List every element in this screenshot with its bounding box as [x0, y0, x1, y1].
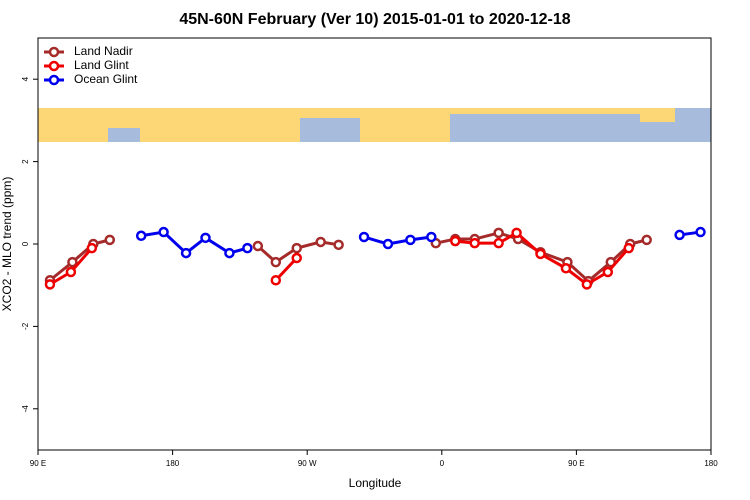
data-point: [602, 266, 614, 278]
data-point: [315, 236, 326, 248]
legend-label: Ocean Glint: [74, 72, 138, 86]
y-tick-label: 2: [21, 159, 30, 164]
map-strip: [38, 108, 711, 142]
x-axis-label: Longitude: [349, 476, 402, 490]
y-tick-label: -2: [21, 322, 30, 330]
data-point: [65, 266, 77, 278]
data-point: [405, 234, 416, 246]
y-axis-label: XCO2 - MLO trend (ppm): [0, 177, 14, 312]
data-point: [224, 247, 235, 259]
data-point: [695, 226, 706, 238]
data-point: [674, 229, 685, 241]
series-line: [49, 238, 111, 282]
data-point: [86, 242, 98, 254]
data-point: [426, 231, 437, 243]
legend-label: Land Nadir: [74, 44, 133, 58]
data-point: [493, 227, 504, 239]
data-point: [180, 247, 192, 259]
data-point: [641, 234, 652, 246]
y-tick-label: -4: [21, 405, 30, 413]
x-tick-label: 180: [704, 459, 718, 468]
data-point: [67, 256, 78, 268]
data-point: [469, 237, 480, 249]
data-point: [270, 275, 282, 286]
data-point: [535, 248, 546, 260]
data-point: [623, 242, 634, 254]
data-point: [291, 242, 302, 254]
x-tick-label: 90 W: [298, 459, 317, 468]
plot-frame: [37, 37, 712, 451]
data-point: [511, 227, 522, 239]
x-tick-label: 0: [440, 459, 445, 468]
data-point: [104, 234, 116, 246]
data-point: [44, 279, 56, 290]
data-point: [291, 252, 302, 264]
data-point: [158, 226, 169, 238]
x-tick-label: 180: [166, 459, 180, 468]
series-line: [363, 235, 432, 246]
data-point: [358, 231, 370, 243]
data-point: [200, 232, 211, 244]
data-point: [135, 230, 147, 242]
legend-marker: [48, 60, 60, 72]
x-tick-label: 90 E: [30, 459, 46, 468]
chart-title: 45N-60N February (Ver 10) 2015-01-01 to …: [179, 11, 570, 28]
data-point: [560, 263, 572, 274]
data-point: [450, 235, 461, 247]
legend-label: Land Glint: [74, 58, 129, 72]
data-point: [581, 279, 593, 290]
data-point: [252, 240, 264, 252]
data-point: [242, 242, 253, 254]
data-point: [333, 239, 344, 251]
x-tick-label: 90 E: [568, 459, 584, 468]
legend-marker: [48, 74, 60, 86]
data-point: [270, 256, 282, 268]
legend-marker: [48, 46, 60, 58]
y-tick-label: 4: [21, 76, 30, 81]
data-point: [382, 238, 394, 250]
data-point: [493, 237, 504, 249]
y-tick-label: 0: [21, 241, 30, 246]
